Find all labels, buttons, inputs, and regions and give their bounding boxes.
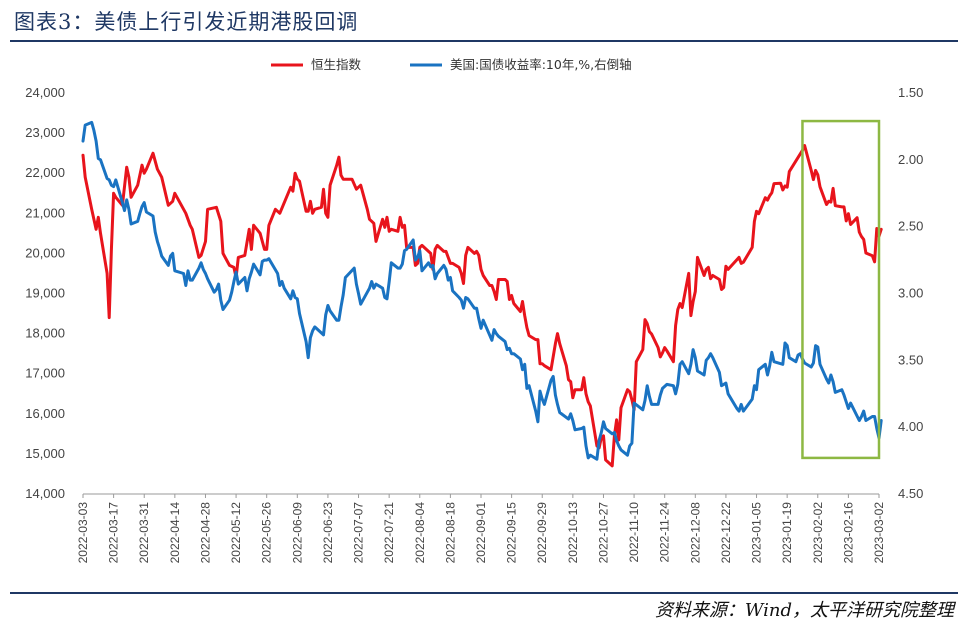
y-left-tick-label: 17,000	[25, 366, 65, 381]
y-left-tick-label: 14,000	[25, 486, 65, 501]
y-left-tick-label: 15,000	[25, 446, 65, 461]
x-tick-label: 2022-11-10	[627, 502, 641, 563]
y-left-tick-label: 20,000	[25, 245, 65, 260]
x-tick-label: 2022-10-27	[596, 502, 610, 564]
source-note: 资料来源：Wind，太平洋研究院整理	[654, 600, 954, 621]
x-tick-label: 2022-03-31	[137, 502, 151, 564]
y-left-tick-label: 22,000	[25, 165, 65, 180]
series-layer	[81, 120, 883, 468]
x-tick-label: 2022-08-18	[443, 502, 457, 564]
legend: 恒生指数 美国:国债收益率:10年,%,右倒轴	[271, 57, 632, 72]
x-tick-label: 2022-04-14	[168, 502, 182, 564]
x-tick-label: 2023-02-02	[811, 502, 825, 564]
y-right-tick-label: 2.50	[898, 219, 923, 234]
footer-rule	[10, 592, 958, 594]
x-tick-label: 2022-05-12	[229, 502, 243, 564]
x-tick-label: 2022-08-04	[413, 502, 427, 564]
title-rule	[10, 40, 958, 42]
axes: 14,000 15,000 16,000 17,000 18,000 19,000 20,0…	[25, 85, 923, 563]
y-left-tick-label: 21,000	[25, 205, 65, 220]
y-left-tick-label: 19,000	[25, 286, 65, 301]
highlight-layer	[801, 119, 881, 460]
x-tick-label: 2022-06-09	[290, 502, 304, 564]
y-left-tick-label: 23,000	[25, 125, 65, 140]
x-tick-label: 2022-07-07	[352, 502, 366, 564]
x-tick-label: 2023-03-02	[872, 502, 886, 564]
series-line-ust	[81, 120, 883, 461]
x-tick-label: 2023-02-16	[841, 502, 855, 564]
x-tick-label: 2022-12-08	[688, 502, 702, 564]
x-tick-label: 2022-07-21	[382, 502, 396, 564]
x-tick-label: 2022-04-28	[198, 502, 212, 564]
x-tick-label: 2023-01-19	[780, 502, 794, 564]
figure-title: 图表3：美债上行引发近期港股回调	[14, 10, 359, 34]
x-tick-label: 2022-03-17	[107, 502, 121, 564]
x-tick-label: 2022-03-03	[76, 502, 90, 564]
x-tick-label: 2022-11-24	[658, 502, 672, 563]
y-left-tick-label: 16,000	[25, 406, 65, 421]
y-right-tick-label: 3.00	[898, 286, 923, 301]
y-right-tick-label: 4.00	[898, 419, 923, 434]
y-left-tick-label: 24,000	[25, 85, 65, 100]
x-tick-label: 2023-01-05	[750, 502, 764, 564]
y-left-tick-label: 18,000	[25, 326, 65, 341]
x-tick-label: 2022-09-01	[474, 502, 488, 564]
x-tick-label: 2022-09-15	[505, 502, 519, 564]
x-tick-label: 2022-12-22	[719, 502, 733, 564]
highlight-box	[801, 119, 881, 460]
y-right-tick-label: 3.50	[898, 352, 923, 367]
y-right-tick-label: 4.50	[898, 486, 923, 501]
x-tick-label: 2022-09-29	[535, 502, 549, 564]
y-right-tick-label: 2.00	[898, 152, 923, 167]
x-tick-label: 2022-05-26	[260, 502, 274, 564]
x-tick-label: 2022-06-23	[321, 502, 335, 564]
y-right-tick-label: 1.50	[898, 85, 923, 100]
legend-label-ust: 美国:国债收益率:10年,%,右倒轴	[450, 57, 632, 72]
x-tick-label: 2022-10-13	[566, 502, 580, 564]
series-line-hsi	[81, 144, 883, 468]
legend-label-hsi: 恒生指数	[311, 57, 362, 72]
